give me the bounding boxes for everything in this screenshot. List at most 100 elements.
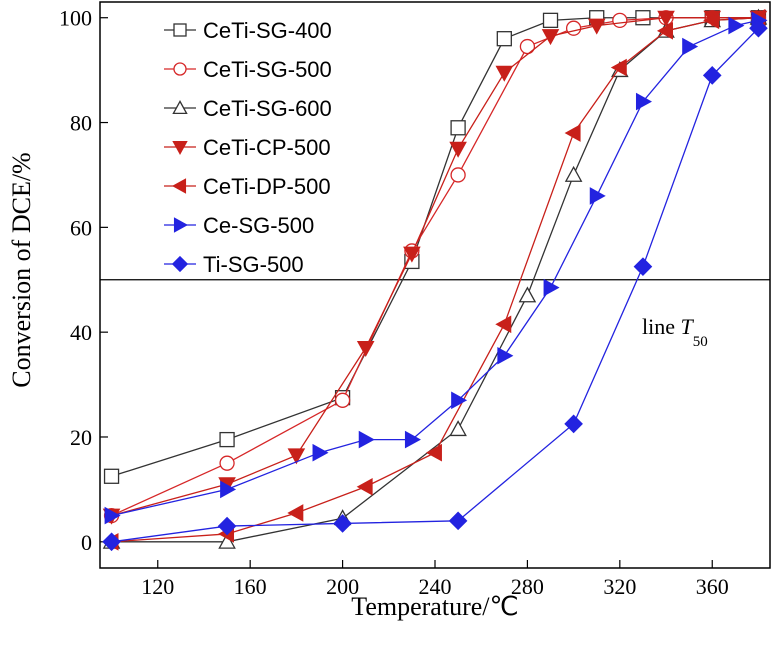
legend-label: Ti-SG-500 <box>203 252 304 277</box>
data-point <box>657 10 675 27</box>
legend-marker <box>172 140 188 155</box>
y-tick-label: 20 <box>70 425 92 450</box>
data-point <box>103 468 120 484</box>
data-point <box>312 443 329 462</box>
data-point <box>404 430 421 449</box>
data-point <box>565 20 582 36</box>
data-point <box>449 420 467 437</box>
data-point <box>497 346 514 365</box>
legend-item: CeTi-SG-600 <box>164 96 332 121</box>
data-point <box>749 18 768 38</box>
legend-item: CeTi-DP-500 <box>164 174 331 199</box>
reference-line-label: line T50 <box>642 314 708 350</box>
data-point <box>356 340 375 357</box>
data-point <box>220 480 237 499</box>
reference-line-label-sub: 50 <box>693 334 708 350</box>
series-ti-sg-500 <box>102 18 768 552</box>
data-point <box>635 92 652 111</box>
plot-frame <box>99 1 771 569</box>
data-point <box>610 58 627 77</box>
data-point <box>496 31 512 47</box>
legend-label: CeTi-CP-500 <box>203 135 331 160</box>
legend-marker <box>173 217 188 233</box>
data-point <box>358 430 375 449</box>
y-tick-label: 0 <box>81 530 92 555</box>
legend-marker <box>171 255 189 273</box>
x-tick-label: 160 <box>234 574 267 599</box>
data-point <box>495 65 514 82</box>
reference-line-label-italic: T <box>681 314 695 339</box>
legend-marker <box>172 178 187 194</box>
data-point <box>449 141 467 158</box>
data-point <box>656 22 673 40</box>
legend-label: CeTi-DP-500 <box>203 174 331 199</box>
legend-item: CeTi-CP-500 <box>164 135 331 160</box>
data-point <box>425 443 442 462</box>
data-point <box>703 11 720 30</box>
data-point <box>287 504 304 522</box>
data-point <box>356 477 373 496</box>
data-point <box>564 165 583 182</box>
data-point <box>219 431 235 448</box>
y-tick-label: 100 <box>59 6 92 31</box>
legend-item: Ti-SG-500 <box>164 252 304 277</box>
x-tick-label: 240 <box>419 574 452 599</box>
legend-marker <box>173 23 187 37</box>
x-tick-label: 200 <box>326 574 359 599</box>
data-point <box>333 514 352 533</box>
data-point <box>564 414 583 434</box>
data-point <box>217 516 237 536</box>
data-point <box>702 66 722 85</box>
data-point <box>633 257 653 276</box>
reference-line-label-main: line <box>642 314 681 339</box>
legend-marker <box>172 100 188 115</box>
data-point <box>218 532 236 549</box>
legend-marker <box>173 62 187 76</box>
x-tick-label: 360 <box>696 574 729 599</box>
data-point <box>564 124 581 142</box>
x-tick-label: 320 <box>603 574 636 599</box>
data-point <box>450 120 466 136</box>
data-point <box>589 187 606 205</box>
legend-item: CeTi-SG-500 <box>164 57 332 82</box>
data-point <box>519 38 536 55</box>
data-point <box>495 315 512 334</box>
data-point <box>542 12 559 28</box>
legend-label: Ce-SG-500 <box>203 213 314 238</box>
data-point <box>104 506 121 525</box>
data-point <box>728 16 745 35</box>
data-point <box>541 29 560 46</box>
legend: CeTi-SG-400 CeTi-SG-500 CeTi-SG-600 CeTi-CP… <box>164 18 332 277</box>
series-line <box>111 27 759 543</box>
y-tick-label: 40 <box>70 320 92 345</box>
data-point <box>682 37 699 56</box>
legend-label: CeTi-SG-600 <box>203 96 332 121</box>
data-point <box>102 532 121 552</box>
series-line <box>111 17 759 517</box>
data-point <box>403 246 421 263</box>
data-point <box>287 448 306 465</box>
data-point <box>450 167 466 183</box>
data-point <box>587 18 606 35</box>
data-point <box>518 286 537 303</box>
x-tick-label: 120 <box>141 574 174 599</box>
legend-label: CeTi-SG-400 <box>203 18 332 43</box>
data-point <box>451 391 468 410</box>
y-tick-label: 80 <box>70 111 92 136</box>
y-axis-title: Conversion of DCE/% <box>7 152 36 387</box>
x-axis-title: Temperature/℃ <box>351 592 518 621</box>
data-point <box>448 511 468 531</box>
legend-item: CeTi-SG-400 <box>164 18 332 43</box>
data-point <box>612 12 628 28</box>
data-point <box>334 392 351 408</box>
legend-label: CeTi-SG-500 <box>203 57 332 82</box>
data-point <box>219 455 235 471</box>
legend-item: Ce-SG-500 <box>164 213 314 238</box>
data-point <box>543 278 560 297</box>
series-ceti-sg-600 <box>102 8 768 549</box>
data-point <box>635 10 651 26</box>
series-line <box>111 17 759 477</box>
x-tick-label: 280 <box>511 574 544 599</box>
series-ce-sg-500 <box>104 11 768 525</box>
